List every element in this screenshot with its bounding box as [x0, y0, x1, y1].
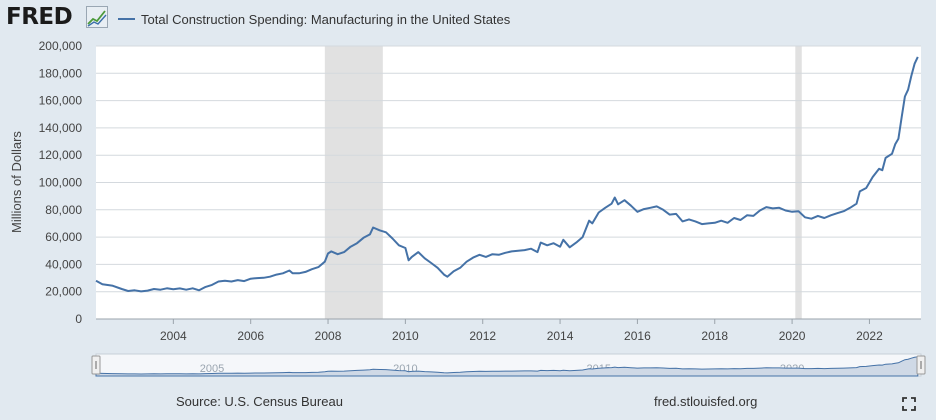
- x-tick-label: 2018: [701, 329, 728, 343]
- y-tick-label: 0: [75, 312, 82, 326]
- x-tick-label: 2004: [160, 329, 187, 343]
- y-tick-label: 120,000: [39, 148, 83, 162]
- x-tick-label: 2008: [315, 329, 342, 343]
- x-tick-label: 2014: [547, 329, 574, 343]
- y-tick-label: 80,000: [45, 203, 82, 217]
- y-tick-label: 100,000: [39, 176, 83, 190]
- x-tick-label: 2016: [624, 329, 651, 343]
- legend-line-swatch: [118, 18, 135, 20]
- x-tick-label: 2022: [856, 329, 883, 343]
- y-axis-ticks: 0 20,000 40,000 60,000 80,000 100,000 120,000 1…: [39, 39, 83, 326]
- source-attribution: Source: U.S. Census Bureau: [176, 394, 343, 409]
- chart-legend[interactable]: Total Construction Spending: Manufacturi…: [118, 9, 510, 29]
- x-tick-label: 2020: [779, 329, 806, 343]
- y-tick-label: 160,000: [39, 94, 83, 108]
- y-axis-label: Millions of Dollars: [9, 131, 24, 233]
- navigator-tick-label: 2005: [200, 363, 224, 375]
- chart-header: FRED Total Construction Spending: Manufa…: [0, 0, 936, 40]
- x-tick-label: 2010: [392, 329, 419, 343]
- graph-trend-icon: [86, 6, 108, 28]
- navigator-area: [95, 356, 919, 377]
- legend-series-label: Total Construction Spending: Manufacturi…: [141, 11, 511, 27]
- y-gridlines: [96, 45, 921, 320]
- x-tick-label: 2006: [237, 329, 264, 343]
- series-line[interactable]: [95, 56, 919, 293]
- y-tick-label: 140,000: [39, 121, 83, 135]
- fred-url[interactable]: fred.stlouisfed.org: [654, 394, 758, 409]
- y-tick-label: 20,000: [45, 285, 82, 299]
- y-tick-label: 60,000: [45, 230, 82, 244]
- x-tick-label: 2012: [469, 329, 496, 343]
- range-navigator[interactable]: 2005201020152020: [91, 353, 926, 377]
- y-tick-label: 180,000: [39, 66, 83, 80]
- fred-logo[interactable]: FRED: [6, 4, 73, 30]
- x-axis-ticks: 2004 2006 2008 2010 2012 2014 2016 2018 2020 2022: [160, 319, 883, 343]
- y-tick-label: 40,000: [45, 257, 82, 271]
- fullscreen-expand-icon[interactable]: [902, 397, 916, 411]
- y-tick-label: 200,000: [39, 39, 83, 53]
